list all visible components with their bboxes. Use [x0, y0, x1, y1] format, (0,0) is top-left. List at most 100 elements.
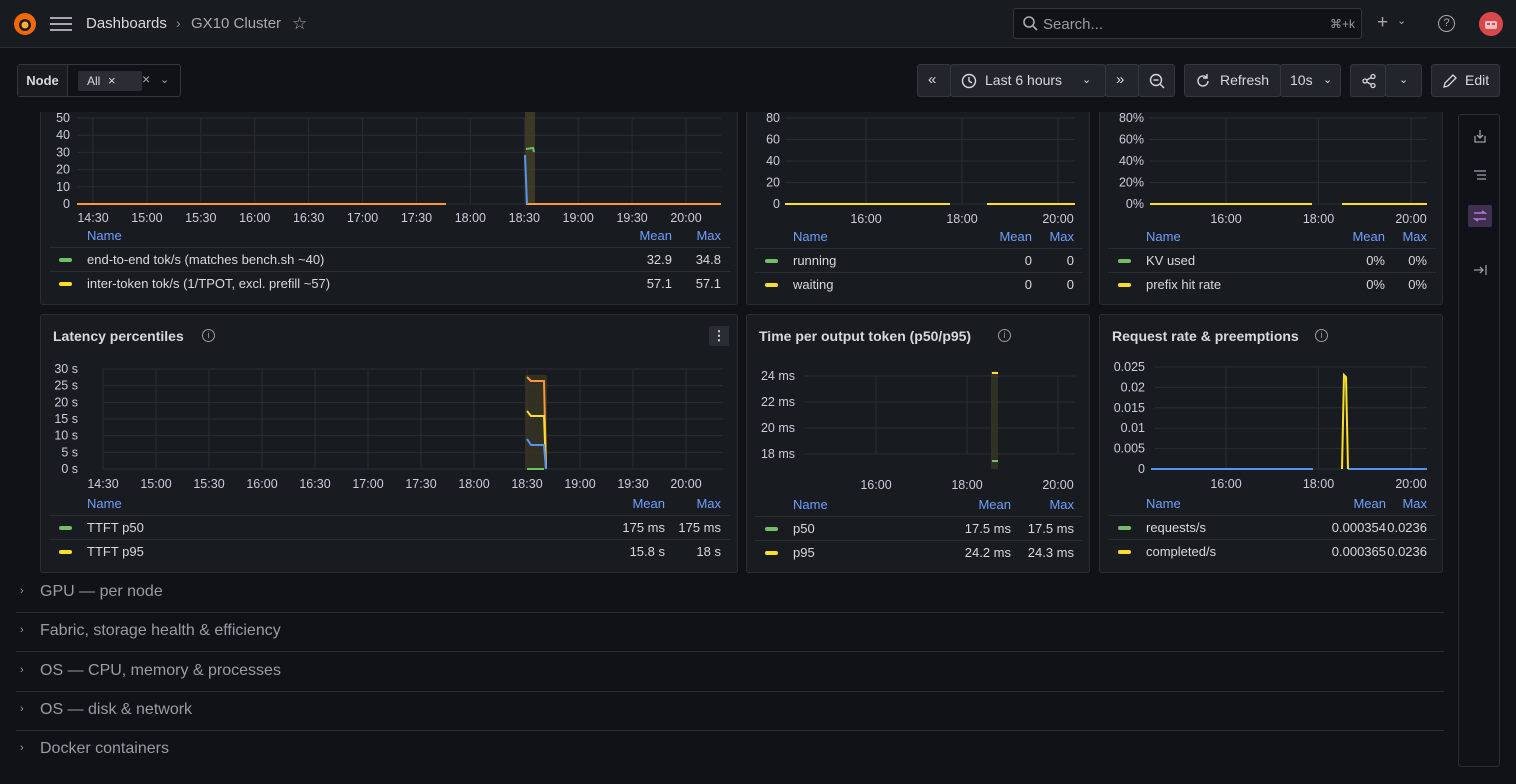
x-tick-label: 15:00	[131, 211, 162, 225]
legend-series-name[interactable]: KV used	[1146, 253, 1196, 268]
share-options-button[interactable]: ⌄	[1385, 64, 1422, 97]
avatar[interactable]	[1479, 12, 1503, 36]
node-value-chip[interactable]: All ×	[78, 71, 142, 91]
refresh-button[interactable]: Refresh	[1184, 64, 1281, 97]
y-tick-label: 10	[56, 180, 70, 194]
legend-swatch[interactable]	[59, 258, 72, 262]
x-tick-label: 19:30	[617, 477, 648, 491]
series-line	[525, 146, 535, 153]
info-icon[interactable]: i	[1315, 329, 1328, 342]
legend-mean-value: 32.9	[646, 252, 672, 267]
collapse-sidebar-icon[interactable]	[1471, 261, 1489, 279]
throughput-panel[interactable]: 50 40 30 20 10 0 14:30 15:00 15:30 16:00 16:30 17:0…	[40, 104, 738, 305]
legend-swatch[interactable]	[59, 550, 72, 554]
annotation-band	[525, 110, 535, 204]
node-variable-picker[interactable]: Node All × × ⌄	[17, 64, 181, 97]
legend-series-name[interactable]: TTFT p95	[87, 544, 144, 559]
time-range-picker[interactable]: Last 6 hours ⌄	[950, 64, 1106, 97]
legend-swatch[interactable]	[765, 283, 778, 287]
menu-icon[interactable]	[50, 14, 72, 34]
info-icon[interactable]: i	[202, 329, 215, 342]
y-tick-label: 5 s	[61, 445, 78, 459]
row-os-disk[interactable]: › OS — disk & network	[16, 693, 1444, 731]
legend-swatch[interactable]	[765, 527, 778, 531]
y-tick-label: 20%	[1119, 176, 1144, 190]
row-os-cpu[interactable]: › OS — CPU, memory & processes	[16, 654, 1444, 692]
remove-icon[interactable]: ×	[108, 73, 116, 88]
time-per-output-token-panel[interactable]: Time per output token (p50/p95) i 24 ms 2…	[746, 314, 1090, 573]
legend-swatch[interactable]	[1118, 550, 1131, 554]
star-icon[interactable]: ☆	[292, 14, 308, 33]
chevron-down-icon[interactable]: ⌄	[160, 74, 170, 86]
search-input[interactable]: Search... ⌘+k	[1013, 8, 1362, 39]
legend-max-value: 24.3 ms	[1027, 545, 1074, 560]
transform-icon[interactable]	[1468, 205, 1492, 227]
legend-divider	[49, 539, 731, 540]
zoom-out-button[interactable]	[1138, 64, 1175, 97]
row-title: OS — CPU, memory & processes	[40, 662, 281, 679]
kv-cache-panel[interactable]: 80% 60% 40% 20% 0% 16:00 18:00 20:00 Name Mean Max…	[1099, 104, 1443, 305]
x-tick-label: 16:00	[246, 477, 277, 491]
legend-swatch[interactable]	[59, 526, 72, 530]
time-shift-forward-button[interactable]: »	[1105, 64, 1139, 97]
x-tick-label: 18:30	[511, 477, 542, 491]
legend-series-name[interactable]: requests/s	[1146, 520, 1206, 535]
x-tick-label: 17:00	[347, 211, 378, 225]
x-tick-label: 14:30	[77, 211, 108, 225]
outline-icon[interactable]	[1471, 166, 1489, 184]
time-shift-back-button[interactable]: «	[917, 64, 951, 97]
legend-series-name[interactable]: end-to-end tok/s (matches bench.sh ~40)	[87, 252, 325, 267]
clear-icon[interactable]: ×	[142, 71, 151, 87]
x-tick-label: 16:00	[850, 212, 881, 226]
edit-button[interactable]: Edit	[1431, 64, 1500, 97]
chevron-right-icon: ›	[20, 624, 24, 636]
legend-series-name[interactable]: p95	[793, 545, 815, 560]
legend-swatch[interactable]	[1118, 283, 1131, 287]
request-rate-panel[interactable]: Request rate & preemptions i 0.025 0.02 0.…	[1099, 314, 1443, 573]
panel-menu-button[interactable]: ⋮	[709, 326, 729, 346]
new-icon[interactable]: +	[1377, 12, 1389, 33]
chart-area: 24 ms 22 ms 20 ms 18 ms 16:00 18:00 20:00	[761, 369, 1075, 492]
row-title: Docker containers	[40, 740, 169, 757]
legend-series-name[interactable]: TTFT p50	[87, 520, 144, 535]
y-tick-label: 0	[1138, 462, 1145, 476]
legend-mean-value: 24.2 ms	[964, 545, 1011, 560]
legend-series-name[interactable]: prefix hit rate	[1146, 277, 1222, 292]
legend-series-name[interactable]: p50	[793, 521, 815, 536]
legend-series-name[interactable]: waiting	[793, 277, 834, 292]
legend-header-name: Name	[793, 497, 828, 512]
legend-series-name[interactable]: completed/s	[1146, 544, 1217, 559]
export-icon[interactable]	[1471, 127, 1489, 145]
legend-swatch[interactable]	[1118, 259, 1131, 263]
grafana-logo[interactable]	[12, 11, 38, 37]
latency-percentiles-panel[interactable]: Latency percentiles i ⋮ 30 s 25 s 20 s 15 s…	[40, 314, 738, 573]
y-tick-label: 15 s	[54, 412, 78, 426]
help-icon[interactable]: ?	[1438, 15, 1455, 32]
series-line	[526, 410, 547, 470]
y-tick-label: 40	[766, 154, 780, 168]
share-button[interactable]	[1350, 64, 1386, 97]
refresh-interval-picker[interactable]: 10s ⌄	[1280, 64, 1341, 97]
info-icon[interactable]: i	[998, 329, 1011, 342]
chart-area: 0.025 0.02 0.015 0.01 0.005 0 16:00 18:00 20:00	[1114, 360, 1427, 491]
x-tick-label: 20:00	[1042, 478, 1073, 492]
legend-swatch[interactable]	[59, 282, 72, 286]
chart-area: 80 60 40 20 0 16:00 18:00 20:00	[766, 111, 1075, 226]
legend-swatch[interactable]	[1118, 526, 1131, 530]
row-docker[interactable]: › Docker containers	[16, 732, 1444, 770]
request-queue-panel[interactable]: 80 60 40 20 0 16:00 18:00 20:00 Name Mean Max runni…	[746, 104, 1090, 305]
y-tick-label: 80	[766, 111, 780, 125]
chevron-down-icon[interactable]: ⌄	[1397, 15, 1407, 27]
row-gpu[interactable]: › GPU — per node	[16, 575, 1444, 613]
refresh-interval-value: 10s	[1290, 72, 1313, 88]
annotation-band	[991, 371, 998, 469]
x-tick-label: 20:00	[1395, 212, 1426, 226]
legend-swatch[interactable]	[765, 551, 778, 555]
legend-series-name[interactable]: inter-token tok/s (1/TPOT, excl. prefill…	[87, 276, 331, 291]
row-fabric[interactable]: › Fabric, storage health & efficiency	[16, 614, 1444, 652]
legend-series-name[interactable]: running	[793, 253, 837, 268]
breadcrumb-dashboards[interactable]: Dashboards	[86, 15, 167, 32]
legend-divider	[755, 248, 1083, 249]
x-tick-label: 14:30	[87, 477, 118, 491]
legend-swatch[interactable]	[765, 259, 778, 263]
